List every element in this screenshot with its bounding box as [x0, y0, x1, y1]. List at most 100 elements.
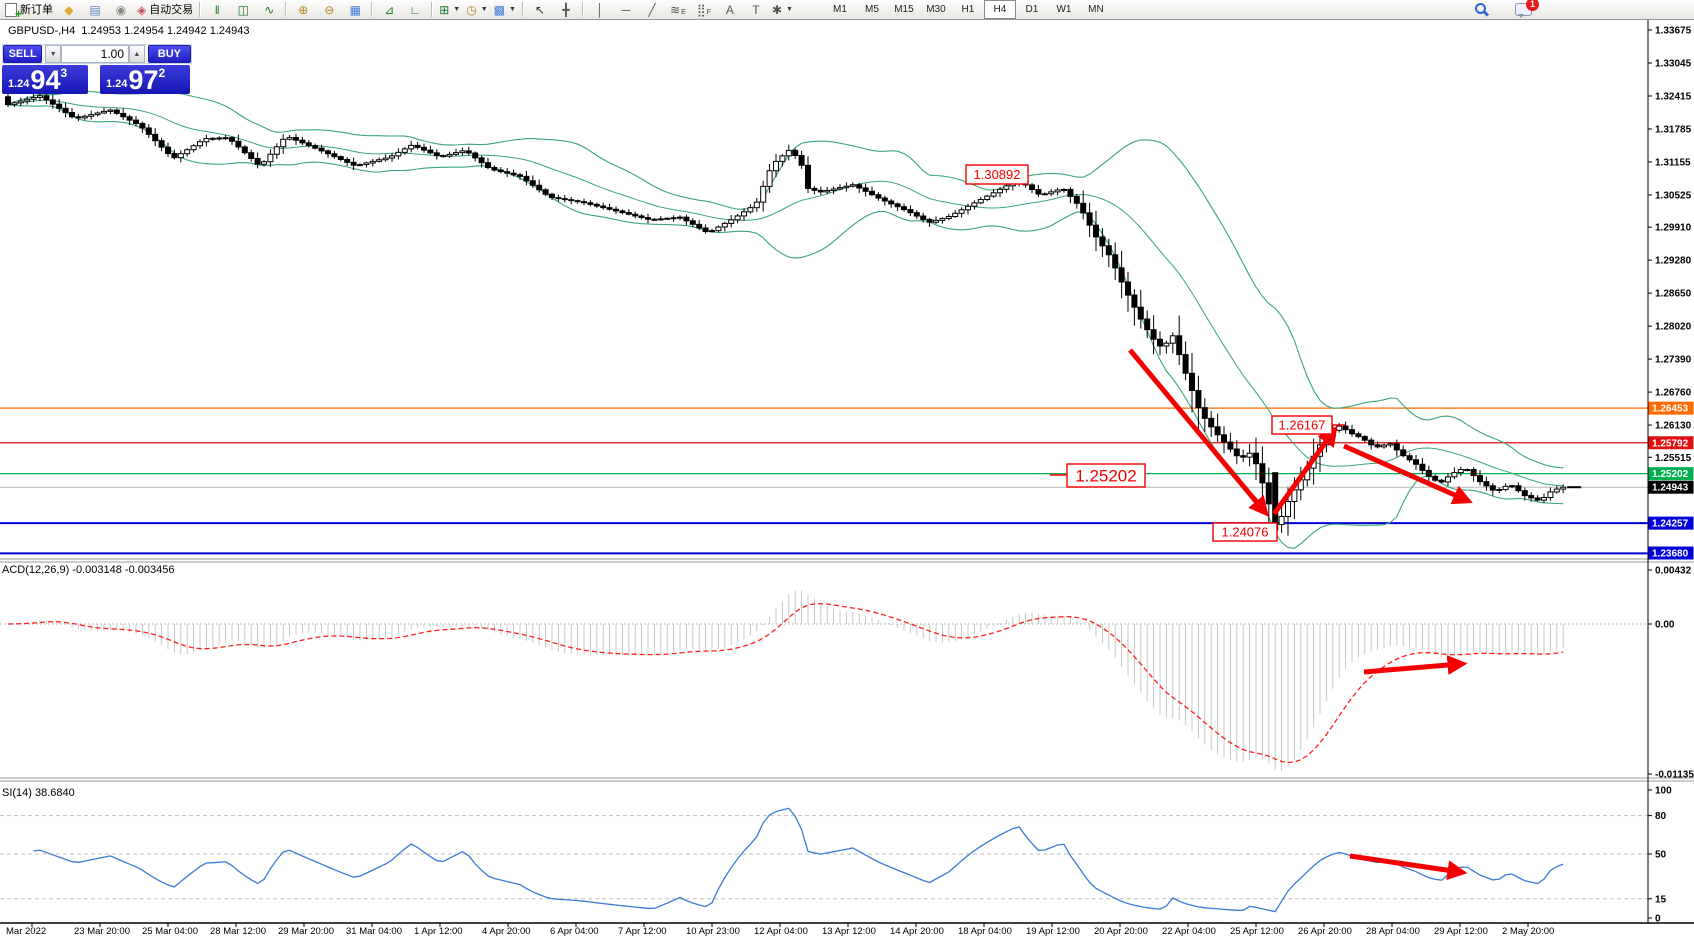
- macd-indicator-label: ACD(12,26,9) -0.003148 -0.003456: [2, 564, 175, 576]
- indicator-window-button[interactable]: ∟: [402, 1, 428, 19]
- trend-arrow-5[interactable]: [1349, 853, 1468, 881]
- price-callout-box[interactable]: [1271, 415, 1333, 435]
- trend-arrow-2[interactable]: [1271, 425, 1338, 516]
- toolbar-right-group: 1: [1474, 0, 1539, 18]
- equidistant-channel-icon: ≋: [670, 2, 681, 17]
- hline-button[interactable]: ─: [613, 1, 639, 19]
- price-badge-1.23680: [1648, 546, 1694, 560]
- templates-button[interactable]: ▩ ▼: [491, 1, 519, 19]
- price-badge-1.26453: [1648, 401, 1694, 415]
- price-badge-label: 1.26453: [1652, 404, 1689, 415]
- sell-price-display[interactable]: 1.24 94 3: [2, 65, 88, 94]
- price-tick-label: 1.31785: [1655, 124, 1692, 135]
- trend-arrow-4[interactable]: [1363, 655, 1468, 676]
- buy-price-big: 97: [128, 65, 159, 95]
- time-tick-label: 10 Apr 23:00: [686, 926, 740, 937]
- buy-button[interactable]: BUY: [147, 45, 191, 63]
- price-badge-label: 1.24257: [1652, 519, 1689, 530]
- periods-button[interactable]: ◷ ▼: [463, 1, 490, 19]
- trendline-icon: ╱: [648, 2, 656, 17]
- line-chart-button[interactable]: ∿: [256, 1, 282, 19]
- time-tick-label: 19 Apr 12:00: [1026, 926, 1080, 937]
- channel-button[interactable]: ≋ E: [665, 1, 691, 19]
- horizontal-line-icon: ─: [621, 2, 631, 17]
- label-button[interactable]: T: [743, 1, 769, 19]
- new-order-button-label: 新订单: [20, 3, 53, 16]
- timeframe-button-w1[interactable]: W1: [1056, 4, 1072, 15]
- timeframe-button-m15[interactable]: M15: [894, 4, 914, 15]
- timeframe-button-m5[interactable]: M5: [864, 4, 879, 15]
- symbol-timeframe-label: GBPUSD-,H4: [8, 25, 76, 37]
- price-badge-1.24257: [1648, 516, 1694, 530]
- price-badge-1.25792: [1648, 436, 1694, 450]
- analyst-annotations[interactable]: 1.30892 1.26167 1.25202 1.24076: [965, 164, 1473, 881]
- ticket-button[interactable]: ◆: [56, 1, 82, 19]
- price-callout-box[interactable]: [965, 164, 1029, 185]
- volume-increase-button[interactable]: ▲: [129, 45, 145, 63]
- toolbar-divider: [285, 2, 288, 17]
- price-tick-label: 1.33045: [1655, 58, 1692, 69]
- timeframe-button-h1[interactable]: H1: [961, 4, 975, 15]
- timeframe-button-mn[interactable]: MN: [1088, 4, 1104, 15]
- price-level-lines[interactable]: [0, 407, 1648, 555]
- chat-icon[interactable]: 1: [1515, 0, 1539, 18]
- timeframe-button-m1[interactable]: M1: [832, 4, 847, 15]
- autotrade-button[interactable]: ◈ 自动交易: [134, 1, 196, 19]
- price-badge-1.24943: [1648, 480, 1694, 494]
- volume-decrease-button[interactable]: ▼: [45, 45, 62, 63]
- arrows-button[interactable]: ✱ ▼: [769, 1, 796, 19]
- trendline-button[interactable]: ╱: [639, 1, 665, 19]
- buy-price-display[interactable]: 1.24 97 2: [100, 65, 190, 94]
- autotrade-button-label: 自动交易: [149, 3, 194, 16]
- trend-arrow-1[interactable]: [1128, 348, 1269, 517]
- volume-input[interactable]: [61, 45, 130, 63]
- timeframe-button-m30[interactable]: M30: [926, 4, 946, 15]
- price-callout-box[interactable]: [1066, 463, 1146, 488]
- rsi-line: [33, 807, 1564, 913]
- sell-button[interactable]: SELL: [3, 45, 43, 63]
- text-button[interactable]: A: [717, 1, 743, 19]
- indicators-button[interactable]: ⊿: [376, 1, 402, 19]
- bar-chart-button[interactable]: ‖: [204, 1, 230, 19]
- cursor-button[interactable]: ↖: [527, 1, 553, 19]
- charts-button[interactable]: ▤: [82, 1, 108, 19]
- search-icon[interactable]: [1474, 2, 1489, 17]
- time-tick-label: 13 Apr 12:00: [822, 926, 876, 937]
- new-order-button[interactable]: 新订单: [2, 1, 56, 22]
- trend-arrow-3[interactable]: [1342, 443, 1473, 505]
- zoom-out-button[interactable]: ⊖: [316, 1, 342, 19]
- candlestick-button[interactable]: ◫: [230, 1, 256, 19]
- zoom-in-button[interactable]: ⊕: [290, 1, 316, 19]
- time-tick-label: 4 Apr 20:00: [482, 926, 531, 937]
- vline-button[interactable]: │: [587, 1, 613, 19]
- timeframe-toolbar: M1 M5 M15 M30 H1 H4 D1 W1 MN: [824, 0, 1112, 19]
- macd-axis-label: 0.00: [1655, 620, 1675, 631]
- timeframe-button-d1[interactable]: D1: [1025, 4, 1039, 15]
- trade-panel-prices: 1.24 94 3 1.24 97 2: [2, 65, 192, 94]
- time-tick-label: 31 Mar 04:00: [346, 926, 402, 937]
- timeframe-button-h4[interactable]: H4: [983, 0, 1016, 19]
- price-tick-label: 1.29280: [1655, 256, 1692, 267]
- time-tick-label: 25 Mar 04:00: [142, 926, 198, 937]
- time-axis: Mar 2022 23 Mar 20:00 25 Mar 04:00 28 Mar 1…: [6, 923, 1554, 937]
- fibo-button[interactable]: ⣿ F: [691, 1, 717, 19]
- price-tick-label: 1.27390: [1655, 355, 1692, 366]
- tile-windows-button[interactable]: ▦: [342, 1, 368, 19]
- bollinger-upper-band: [7, 90, 1564, 469]
- rsi-indicator-label: SI(14) 38.6840: [2, 787, 75, 799]
- price-badge-label: 1.24943: [1652, 483, 1689, 494]
- bollinger-bands: [7, 90, 1564, 549]
- signal-button[interactable]: ◉: [108, 1, 134, 19]
- add-object-button[interactable]: ⊞ ▼: [436, 1, 463, 19]
- crosshair-icon: ╋: [562, 2, 570, 17]
- time-tick-label: 29 Mar 20:00: [278, 926, 334, 937]
- crosshair-button[interactable]: ╋: [553, 1, 579, 19]
- time-tick-label: 20 Apr 20:00: [1094, 926, 1148, 937]
- price-callout-box[interactable]: [1212, 522, 1278, 542]
- rsi-axis-label: 100: [1655, 786, 1672, 797]
- sell-price-prefix: 1.24: [8, 78, 30, 90]
- rsi-axis-label: 50: [1655, 850, 1667, 861]
- time-tick-label: 7 Apr 12:00: [618, 926, 667, 937]
- price-callout-label: 1.26167: [1279, 418, 1326, 433]
